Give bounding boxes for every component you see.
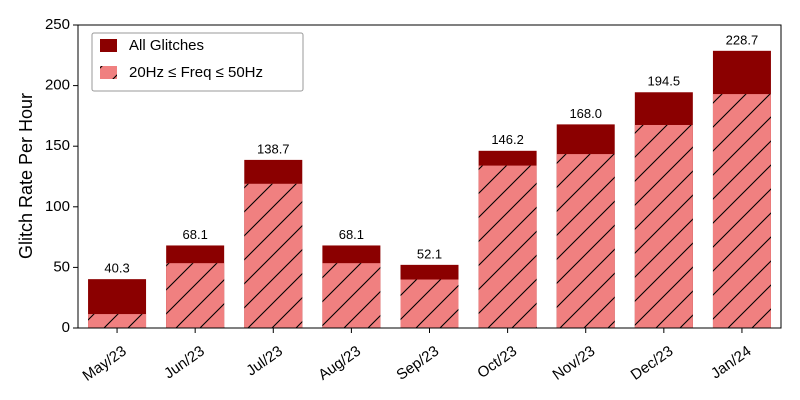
bar-hatch xyxy=(322,263,381,328)
bar-hatch xyxy=(712,94,771,328)
bar-hatch xyxy=(478,165,537,328)
x-tick-label: Sep/23 xyxy=(393,343,442,384)
x-tick-label: Dec/23 xyxy=(628,343,677,384)
value-label: 52.1 xyxy=(417,246,442,261)
value-label: 168.0 xyxy=(569,106,602,121)
legend: All Glitches 20Hz ≤ Freq ≤ 50Hz xyxy=(91,32,304,92)
x-tick-label: Jun/23 xyxy=(161,343,208,383)
x-tick-label: Nov/23 xyxy=(550,343,599,384)
x-tick-label: Aug/23 xyxy=(315,343,364,384)
value-label: 138.7 xyxy=(257,141,290,156)
y-tick-label: 150 xyxy=(45,137,70,154)
value-label: 68.1 xyxy=(183,227,208,242)
y-tick-label: 200 xyxy=(45,77,70,94)
bar-hatch xyxy=(400,279,459,328)
y-tick-label: 50 xyxy=(53,258,70,275)
x-tick-label: May/23 xyxy=(80,343,130,385)
value-label: 228.7 xyxy=(726,32,759,47)
legend-frame xyxy=(91,32,304,92)
legend-label: 20Hz ≤ Freq ≤ 50Hz xyxy=(129,64,263,81)
y-tick-label: 250 xyxy=(45,16,70,33)
value-label: 146.2 xyxy=(491,132,524,147)
y-tick-label: 0 xyxy=(62,319,70,336)
y-tick-label: 100 xyxy=(45,198,70,215)
value-label: 194.5 xyxy=(648,74,681,89)
bar-hatch xyxy=(244,183,303,328)
x-tick-label: Oct/23 xyxy=(474,343,520,382)
legend-label: All Glitches xyxy=(129,37,204,54)
value-label: 68.1 xyxy=(339,227,364,242)
x-tick-label: Jul/23 xyxy=(243,343,286,380)
x-tick-label: Jan/24 xyxy=(708,343,755,383)
bar-hatch xyxy=(634,124,693,329)
bar-hatch xyxy=(166,263,225,328)
value-label: 40.3 xyxy=(104,261,129,276)
legend-swatch xyxy=(100,39,117,52)
bar-hatch xyxy=(556,154,615,328)
legend-swatch-hatch xyxy=(100,66,117,79)
bar-hatch xyxy=(88,314,147,328)
y-axis-label: Glitch Rate Per Hour xyxy=(16,93,36,259)
